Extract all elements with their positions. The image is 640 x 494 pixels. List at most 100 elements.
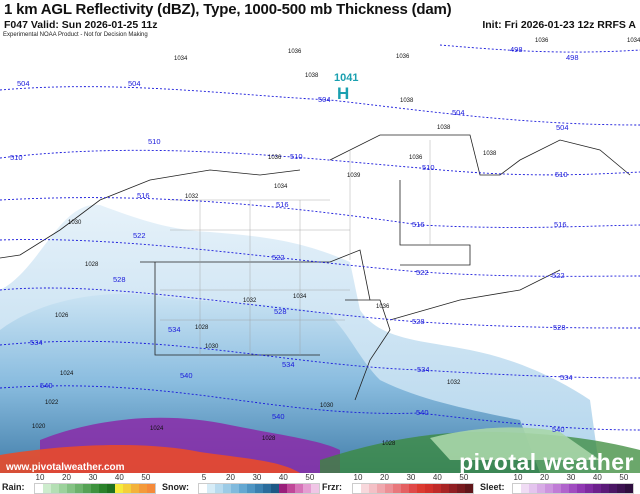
isobar-label: 1024 (60, 371, 74, 377)
legend-swatch (295, 484, 303, 493)
legend-swatch (215, 484, 223, 493)
legend-swatch (271, 484, 279, 493)
isobar-label: 1036 (409, 155, 423, 161)
legend-swatch (401, 484, 409, 493)
thickness-label: 522 (552, 271, 565, 280)
legend-color-bar (512, 483, 634, 494)
thickness-label: 540 (416, 408, 429, 417)
isobar-label: 1036 (268, 155, 282, 161)
high-pressure-symbol: H (337, 84, 349, 103)
isobar-label: 1038 (305, 73, 319, 79)
isobar-label: 1038 (400, 98, 414, 104)
thickness-label: 516 (412, 220, 425, 229)
thickness-label: 510 (555, 170, 568, 179)
thickness-labels: 498 498 504 504 504 504 504 510 510 510 510 510 516 5… (10, 45, 579, 434)
thickness-label: 534 (282, 360, 295, 369)
legend-swatch (409, 484, 417, 493)
legend-swatch (593, 484, 601, 493)
legend-swatch (609, 484, 617, 493)
legend-swatch (441, 484, 449, 493)
isobar-label: 1034 (293, 294, 307, 300)
legend-swatch (247, 484, 255, 493)
isobar-label: 1034 (274, 184, 288, 190)
legend-swatch (303, 484, 311, 493)
thickness-label: 540 (552, 425, 565, 434)
thickness-label: 522 (416, 268, 429, 277)
thickness-label: 498 (566, 53, 579, 62)
legend-frzr: Frzr: 10 20 30 40 50 (322, 473, 480, 494)
map-title: 1 km AGL Reflectivity (dBZ), Type, 1000-… (4, 1, 452, 18)
isobar-label: 1022 (45, 400, 59, 406)
legend-tick: 40 (432, 473, 442, 482)
thickness-label: 528 (113, 275, 126, 284)
website-watermark: www.pivotalweather.com (6, 462, 125, 473)
legend-color-bar (34, 483, 156, 494)
thickness-label: 498 (510, 45, 523, 54)
legend-tick: 20 (380, 473, 389, 482)
legend-swatch (139, 484, 147, 493)
thickness-label: 510 (148, 137, 161, 146)
isobar-label: 1030 (68, 220, 82, 226)
legend-tick: 10 (353, 473, 363, 482)
isobar-label: 1024 (150, 426, 164, 432)
isobar-label: 1034 (627, 38, 640, 44)
political-borders (0, 134, 631, 401)
legend-swatch (263, 484, 271, 493)
legend-swatch (51, 484, 59, 493)
isobar-label: 1036 (288, 49, 302, 55)
legend-swatch (223, 484, 231, 493)
legend-tick: 10 (513, 473, 523, 482)
thickness-label: 504 (556, 123, 569, 132)
legend-swatch (353, 484, 361, 493)
valid-time: F047 Valid: Sun 2026-01-25 11z (4, 19, 158, 31)
legend-swatch (131, 484, 139, 493)
legend-swatch (207, 484, 215, 493)
init-time: Init: Fri 2026-01-23 12z RRFS A (482, 19, 636, 31)
legend-label: Rain: (2, 482, 25, 492)
thickness-label: 516 (276, 200, 289, 209)
isobar-label: 1020 (32, 424, 46, 430)
isobar-label: 1036 (376, 304, 390, 310)
weather-map[interactable]: 498 498 504 504 504 504 504 510 510 510 510 510 516 5… (0, 31, 640, 473)
isobar-label: 1036 (535, 38, 549, 44)
legend-swatch (199, 484, 207, 493)
thickness-contours (0, 44, 640, 431)
legend-swatch (377, 484, 385, 493)
isobar-label: 1030 (205, 344, 219, 350)
thickness-label: 528 (412, 317, 425, 326)
legend-rain: Rain: 10 20 30 40 50 (2, 473, 160, 494)
disclaimer: Experimental NOAA Product - Not for Deci… (3, 32, 148, 38)
legend-swatch (99, 484, 107, 493)
legend-swatch (425, 484, 433, 493)
legend-swatch (361, 484, 369, 493)
thickness-label: 504 (17, 79, 30, 88)
thickness-label: 528 (553, 323, 566, 332)
legend-swatch (369, 484, 377, 493)
legend-swatch (545, 484, 553, 493)
isobar-label: 1032 (447, 380, 461, 386)
precip-type-legend: Rain: 10 20 30 40 50 Snow: 5 20 30 40 50 Frzr: 10 20 30… (0, 473, 640, 494)
thickness-label: 504 (128, 79, 141, 88)
county-lines (160, 140, 431, 355)
legend-swatch (75, 484, 83, 493)
thickness-label: 534 (30, 338, 43, 347)
high-pressure-value: 1041 (334, 72, 358, 84)
legend-tick: 50 (459, 473, 469, 482)
isobar-label: 1028 (85, 262, 99, 268)
legend-tick: 50 (141, 473, 151, 482)
legend-label: Sleet: (480, 482, 505, 492)
legend-swatch (561, 484, 569, 493)
isobar-label: 1036 (396, 54, 410, 60)
legend-swatch (231, 484, 239, 493)
legend-swatch (617, 484, 625, 493)
legend-swatch (449, 484, 457, 493)
legend-tick: 40 (278, 473, 288, 482)
legend-tick: 50 (619, 473, 629, 482)
legend-swatch (287, 484, 295, 493)
legend-swatch (123, 484, 131, 493)
isobar-label: 1039 (347, 173, 361, 179)
rain-light-area (430, 427, 600, 460)
legend-swatch (239, 484, 247, 493)
legend-swatch (417, 484, 425, 493)
legend-swatch (279, 484, 287, 493)
